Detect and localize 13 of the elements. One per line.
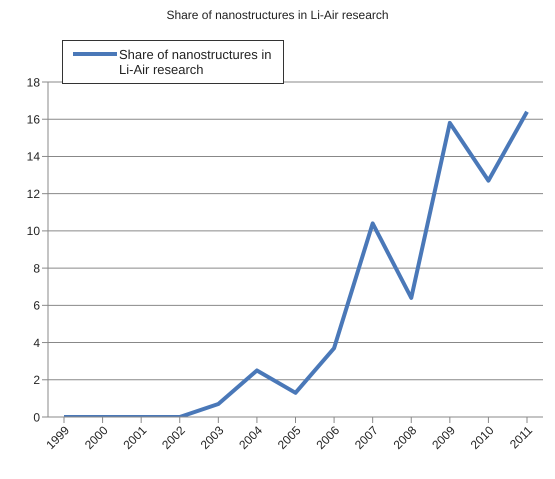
y-tick-label: 16 xyxy=(26,112,40,126)
y-tick-label: 8 xyxy=(33,261,40,276)
y-tick-label: 6 xyxy=(33,298,40,313)
y-tick-label: 18 xyxy=(26,75,40,90)
chart-title: Share of nanostructures in Li-Air research xyxy=(165,8,390,22)
y-tick-label: 12 xyxy=(26,186,40,201)
legend-label: Share of nanostructures in Li-Air research xyxy=(119,47,272,77)
line-series xyxy=(62,110,529,417)
y-tick-label: 0 xyxy=(33,410,40,424)
y-tick-label: 4 xyxy=(33,336,40,350)
y-tick-label: 10 xyxy=(26,224,40,238)
y-tick-label: 14 xyxy=(26,150,40,164)
y-tick-label: 2 xyxy=(33,373,40,388)
